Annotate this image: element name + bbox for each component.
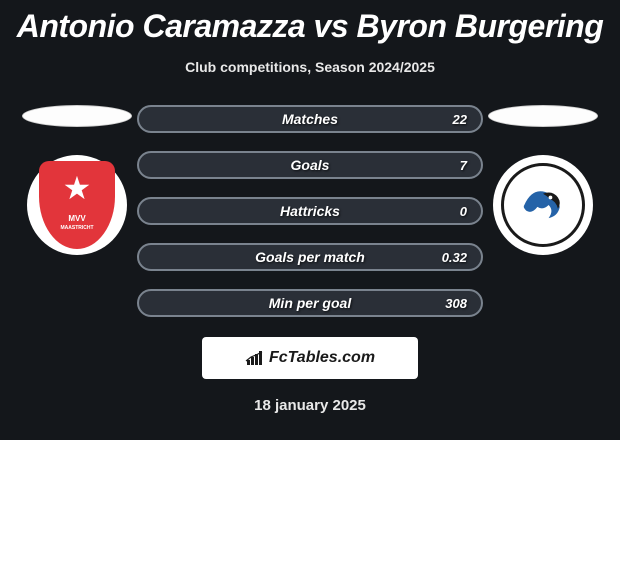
stat-value: 0.32 xyxy=(442,250,467,265)
right-club-badge xyxy=(493,155,593,255)
stat-label: Goals per match xyxy=(255,249,365,265)
watermark-text: FcTables.com xyxy=(269,349,375,367)
star-icon: ★ xyxy=(63,169,92,207)
stat-value: 308 xyxy=(445,296,467,311)
stat-label: Matches xyxy=(282,111,338,127)
stats-column: Matches 22 Goals 7 Hattricks 0 Goals per… xyxy=(137,105,483,317)
subtitle: Club competitions, Season 2024/2025 xyxy=(0,59,620,75)
date-text: 18 january 2025 xyxy=(0,397,620,414)
right-side xyxy=(483,105,603,255)
stat-bar-hattricks: Hattricks 0 xyxy=(137,197,483,225)
page-title: Antonio Caramazza vs Byron Burgering xyxy=(0,0,620,45)
left-side: ★ MVV MAASTRICHT xyxy=(17,105,137,255)
mvv-badge-text: MVV MAASTRICHT xyxy=(60,215,93,231)
left-club-badge: ★ MVV MAASTRICHT xyxy=(27,155,127,255)
stat-value: 0 xyxy=(460,204,467,219)
right-player-ellipse xyxy=(488,105,598,127)
mvv-line1: MVV xyxy=(68,214,85,223)
mvv-shield: ★ MVV MAASTRICHT xyxy=(39,161,115,249)
stat-bar-matches: Matches 22 xyxy=(137,105,483,133)
mvv-line2: MAASTRICHT xyxy=(60,225,93,231)
comparison-card: Antonio Caramazza vs Byron Burgering Clu… xyxy=(0,0,620,440)
stat-value: 7 xyxy=(460,158,467,173)
stat-value: 22 xyxy=(453,112,467,127)
chart-icon xyxy=(245,350,265,366)
den-bosch-circle xyxy=(501,163,585,247)
watermark-box: FcTables.com xyxy=(202,337,418,379)
content-row: ★ MVV MAASTRICHT Matches 22 Goals 7 Hatt… xyxy=(0,105,620,317)
dragon-icon xyxy=(515,177,571,233)
stat-bar-min-per-goal: Min per goal 308 xyxy=(137,289,483,317)
stat-bar-goals: Goals 7 xyxy=(137,151,483,179)
stat-label: Min per goal xyxy=(269,295,351,311)
stat-label: Hattricks xyxy=(280,203,340,219)
stat-label: Goals xyxy=(291,157,330,173)
stat-bar-goals-per-match: Goals per match 0.32 xyxy=(137,243,483,271)
left-player-ellipse xyxy=(22,105,132,127)
